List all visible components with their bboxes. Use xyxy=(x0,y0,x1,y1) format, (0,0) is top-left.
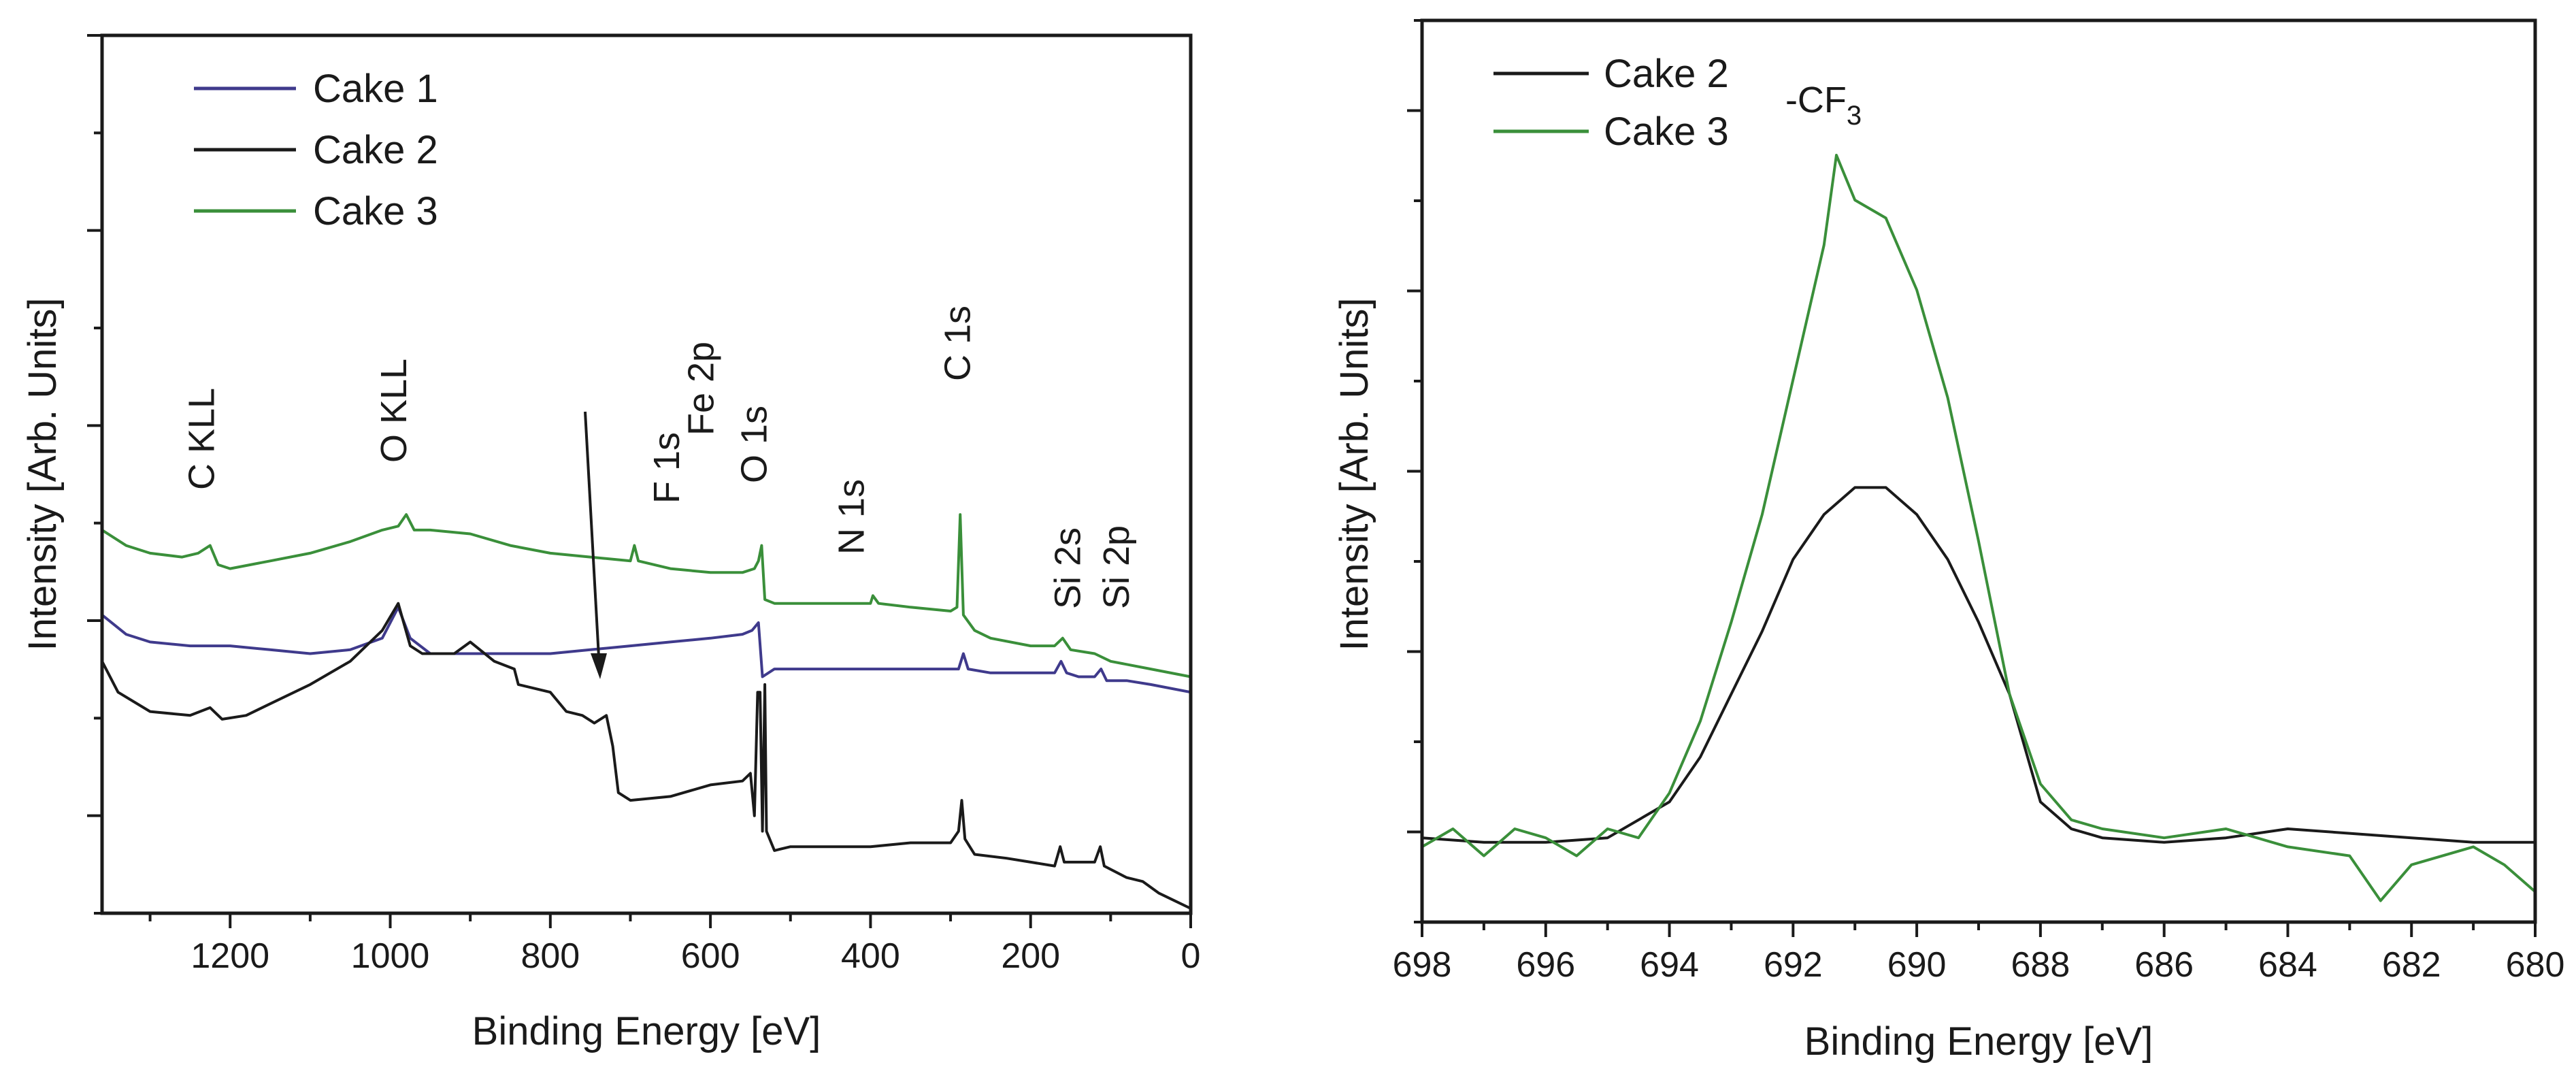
x-tick-label: 690 xyxy=(1887,945,1947,985)
x-tick-label: 688 xyxy=(2011,945,2070,985)
x-tick-label: 0 xyxy=(1181,936,1201,976)
legend-label-cake-3: Cake 3 xyxy=(1604,110,1729,154)
legend-label-cake-2: Cake 2 xyxy=(313,128,438,172)
peak-label-si-2p: Si 2p xyxy=(1096,525,1137,609)
peak-label-o-kll: O KLL xyxy=(374,359,414,463)
x-tick-label: 400 xyxy=(841,936,900,976)
x-tick-label: 698 xyxy=(1393,945,1452,985)
legend-label-cake-2: Cake 2 xyxy=(1604,52,1729,96)
f1s-x-axis-title: Binding Energy [eV] xyxy=(1804,1019,2153,1064)
fe-2p-arrowhead xyxy=(591,653,607,679)
x-tick-label: 692 xyxy=(1764,945,1823,985)
survey-y-axis-title: Intensity [Arb. Units] xyxy=(20,298,65,651)
x-tick-label: 696 xyxy=(1516,945,1575,985)
x-tick-label: 1000 xyxy=(351,936,430,976)
fe-2p-arrow xyxy=(584,411,600,657)
x-tick-label: 680 xyxy=(2506,945,2565,985)
x-tick-label: 682 xyxy=(2382,945,2441,985)
series-line-cake-2 xyxy=(1421,486,2535,844)
peak-label-o-1s: O 1s xyxy=(733,406,774,483)
survey-chart: 1200 1000 800 600 400 200 0 C KLL O KLL Fe 2pF 1… xyxy=(20,33,1201,1053)
series-line-cake-2 xyxy=(101,602,1191,910)
f1s-chart: 698 696 694 692 690 688 686 684 682 680 -CF3 Bind… xyxy=(1332,18,2565,1064)
x-tick-label: 686 xyxy=(2134,945,2194,985)
peak-label-c-kll: C KLL xyxy=(182,388,222,490)
f1s-y-axis-title: Intensity [Arb. Units] xyxy=(1332,298,1376,651)
peak-label-si-2s: Si 2s xyxy=(1048,527,1089,609)
legend-label-cake-1: Cake 1 xyxy=(313,67,438,111)
peak-label-n-1s: N 1s xyxy=(831,479,872,555)
f1s-legend: Cake 2 Cake 3 xyxy=(1493,52,1729,154)
x-tick-label: 200 xyxy=(1001,936,1060,976)
x-tick-label: 1200 xyxy=(191,936,269,976)
x-tick-label: 694 xyxy=(1640,945,1699,985)
x-tick-label: 800 xyxy=(521,936,580,976)
x-tick-label: 684 xyxy=(2258,945,2317,985)
peak-label-f-1s: F 1s xyxy=(646,432,687,504)
series-line-cake-3 xyxy=(101,513,1191,678)
peak-label-c-1s: C 1s xyxy=(938,306,978,381)
peak-label-cf3-subscript: 3 xyxy=(1847,101,1862,131)
survey-legend: Cake 1 Cake 2 Cake 3 xyxy=(194,67,438,233)
x-tick-label: 600 xyxy=(681,936,740,976)
survey-x-axis-title: Binding Energy [eV] xyxy=(472,1009,821,1053)
series-line-cake-1 xyxy=(101,606,1191,694)
peak-label-fe-2p: Fe 2p xyxy=(681,342,722,436)
legend-label-cake-3: Cake 3 xyxy=(313,189,438,233)
series-line-cake-3 xyxy=(1421,154,2537,902)
survey-plot-frame xyxy=(100,33,1193,915)
